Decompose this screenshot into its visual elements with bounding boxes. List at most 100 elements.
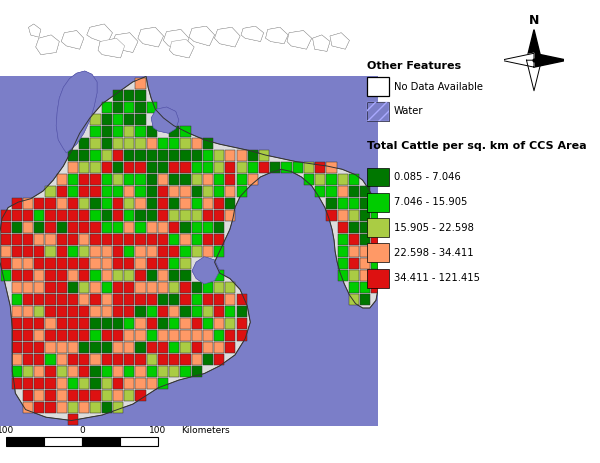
Bar [214,282,224,293]
Bar [101,319,112,329]
Bar [136,102,146,113]
Bar [12,294,22,305]
Bar [101,138,112,149]
Bar [203,150,213,161]
Bar [23,198,33,209]
Bar [181,307,191,317]
Bar [101,210,112,221]
Bar [203,331,213,341]
Bar [101,162,112,173]
Bar [113,246,123,257]
Bar [113,319,123,329]
Bar [101,354,112,365]
Bar [158,198,168,209]
Bar [124,246,134,257]
Bar [113,270,123,281]
Bar [371,282,382,293]
Bar [91,198,101,209]
Bar [158,210,168,221]
Bar [57,319,67,329]
Bar [101,331,112,341]
Bar [146,294,157,305]
Bar [68,162,78,173]
Bar [349,222,359,233]
Bar [203,234,213,245]
Bar [57,402,67,413]
Bar [203,282,213,293]
Bar [79,186,89,197]
Bar [34,234,44,245]
Bar [34,354,44,365]
Bar [23,307,33,317]
Bar [136,138,146,149]
Bar [1,270,11,281]
Bar [101,234,112,245]
Bar [23,210,33,221]
Polygon shape [241,26,263,42]
Bar [79,210,89,221]
Bar [360,210,370,221]
Bar [101,186,112,197]
Bar [124,114,134,125]
Bar [248,174,258,185]
Bar [124,378,134,389]
Bar [146,354,157,365]
Bar [1,258,11,269]
Bar [124,307,134,317]
Bar [46,270,56,281]
Bar [360,198,370,209]
Bar [82,437,120,446]
Bar [136,294,146,305]
Bar [214,210,224,221]
Bar [349,294,359,305]
Bar [214,186,224,197]
Bar [191,282,202,293]
Bar [113,366,123,377]
Bar [68,402,78,413]
Bar [113,390,123,401]
Bar [225,319,235,329]
Bar [158,150,168,161]
Bar [23,282,33,293]
Bar [203,343,213,353]
Bar [113,258,123,269]
Bar [158,138,168,149]
Text: 0: 0 [79,426,85,435]
Bar [367,269,389,288]
Bar [371,258,382,269]
Bar [191,319,202,329]
Bar [101,174,112,185]
Polygon shape [151,107,179,133]
Bar [23,319,33,329]
Bar [181,331,191,341]
Bar [79,319,89,329]
Bar [57,174,67,185]
Bar [46,378,56,389]
Bar [113,174,123,185]
Bar [248,162,258,173]
Polygon shape [266,27,288,44]
Bar [113,402,123,413]
Bar [34,258,44,269]
Bar [101,150,112,161]
Bar [181,343,191,353]
Bar [367,102,389,121]
Bar [214,307,224,317]
Bar [124,150,134,161]
Bar [315,174,325,185]
Bar [124,270,134,281]
Bar [169,138,179,149]
Bar [23,270,33,281]
Bar [181,270,191,281]
Bar [34,331,44,341]
Bar [315,186,325,197]
Bar [113,294,123,305]
Bar [12,319,22,329]
Bar [367,218,389,237]
Bar [68,294,78,305]
Bar [12,354,22,365]
Bar [23,378,33,389]
Bar [12,198,22,209]
Text: 22.598 - 34.411: 22.598 - 34.411 [394,248,473,258]
Bar [293,162,303,173]
